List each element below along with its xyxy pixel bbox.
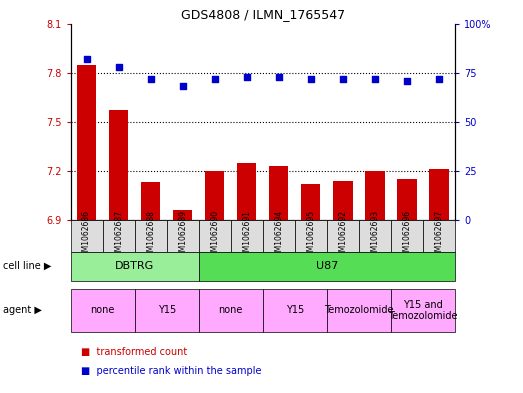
Bar (397, 179, 416, 220)
FancyBboxPatch shape (327, 220, 359, 252)
Point (211, 75, 219, 82)
Point (435, 75, 443, 82)
Point (115, 64, 123, 70)
FancyBboxPatch shape (263, 220, 295, 252)
Text: GSM1062687: GSM1062687 (114, 210, 123, 261)
Text: none: none (219, 305, 243, 316)
FancyBboxPatch shape (423, 220, 455, 252)
Point (178, 83, 187, 90)
Point (275, 73, 283, 80)
Text: agent ▶: agent ▶ (3, 305, 41, 316)
Text: GSM1062686: GSM1062686 (82, 210, 91, 261)
FancyBboxPatch shape (263, 289, 327, 332)
FancyBboxPatch shape (71, 220, 103, 252)
Bar (77, 64, 96, 220)
Bar (205, 171, 224, 220)
FancyBboxPatch shape (231, 220, 263, 252)
Bar (269, 166, 288, 220)
Text: ■  percentile rank within the sample: ■ percentile rank within the sample (81, 366, 262, 376)
Point (243, 73, 251, 80)
Bar (429, 169, 449, 220)
FancyBboxPatch shape (199, 220, 231, 252)
Point (306, 75, 315, 82)
Text: Y15 and
Temozolomide: Y15 and Temozolomide (388, 300, 458, 321)
FancyBboxPatch shape (71, 289, 135, 332)
Text: GSM1062697: GSM1062697 (435, 210, 444, 261)
Text: none: none (90, 305, 115, 316)
Text: GSM1062695: GSM1062695 (306, 210, 315, 261)
Point (83, 56, 91, 62)
FancyBboxPatch shape (135, 289, 199, 332)
Text: ■  transformed count: ■ transformed count (81, 347, 187, 357)
Bar (109, 110, 128, 220)
Text: U87: U87 (316, 261, 338, 271)
Bar (173, 210, 192, 220)
FancyBboxPatch shape (391, 289, 455, 332)
Bar (237, 163, 256, 220)
Text: GSM1062693: GSM1062693 (370, 210, 379, 261)
Text: GSM1062691: GSM1062691 (242, 210, 251, 261)
FancyBboxPatch shape (199, 252, 455, 281)
Text: GSM1062696: GSM1062696 (403, 210, 412, 261)
Text: Y15: Y15 (157, 305, 176, 316)
Text: GSM1062690: GSM1062690 (210, 210, 219, 261)
Point (403, 77, 411, 84)
Point (371, 75, 379, 82)
Point (146, 75, 155, 82)
FancyBboxPatch shape (391, 220, 423, 252)
Point (339, 75, 347, 82)
Bar (301, 184, 321, 220)
Text: Y15: Y15 (286, 305, 304, 316)
Text: GSM1062694: GSM1062694 (275, 210, 283, 261)
FancyBboxPatch shape (359, 220, 391, 252)
Bar (365, 171, 384, 220)
FancyBboxPatch shape (71, 252, 199, 281)
Text: Temozolomide: Temozolomide (324, 305, 394, 316)
FancyBboxPatch shape (167, 220, 199, 252)
Text: GSM1062688: GSM1062688 (146, 210, 155, 261)
Text: GSM1062692: GSM1062692 (338, 210, 347, 261)
Bar (141, 182, 160, 220)
Bar (333, 181, 353, 220)
FancyBboxPatch shape (135, 220, 167, 252)
FancyBboxPatch shape (295, 220, 327, 252)
FancyBboxPatch shape (327, 289, 391, 332)
FancyBboxPatch shape (199, 289, 263, 332)
Text: GSM1062689: GSM1062689 (178, 210, 187, 261)
FancyBboxPatch shape (103, 220, 135, 252)
Title: GDS4808 / ILMN_1765547: GDS4808 / ILMN_1765547 (181, 8, 345, 21)
Text: cell line ▶: cell line ▶ (3, 261, 51, 271)
Text: DBTRG: DBTRG (115, 261, 154, 271)
